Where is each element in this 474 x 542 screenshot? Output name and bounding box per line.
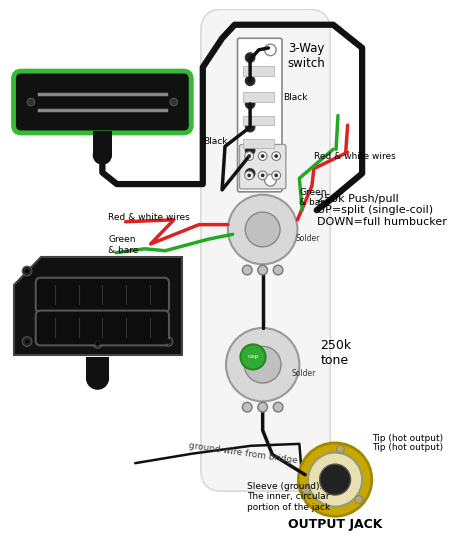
Circle shape <box>245 169 255 178</box>
Text: Red & white wires: Red & white wires <box>108 213 190 222</box>
Circle shape <box>242 265 252 275</box>
Circle shape <box>261 154 264 158</box>
Circle shape <box>240 344 265 370</box>
FancyBboxPatch shape <box>36 311 169 345</box>
Text: OUTPUT JACK: OUTPUT JACK <box>288 518 382 531</box>
Circle shape <box>247 154 251 158</box>
Circle shape <box>163 337 173 346</box>
Bar <box>86 357 109 378</box>
Circle shape <box>245 212 280 247</box>
Circle shape <box>245 152 254 160</box>
Circle shape <box>273 402 283 412</box>
Circle shape <box>337 446 344 453</box>
FancyBboxPatch shape <box>237 38 282 192</box>
Circle shape <box>258 152 267 160</box>
Text: Solder: Solder <box>292 369 316 378</box>
Text: Red & white wires: Red & white wires <box>314 152 396 161</box>
Bar <box>243 139 274 149</box>
Text: Solder: Solder <box>295 234 320 243</box>
Circle shape <box>245 76 255 86</box>
Circle shape <box>308 453 362 507</box>
Bar <box>243 66 274 76</box>
Circle shape <box>302 486 310 494</box>
Text: cap: cap <box>247 354 259 359</box>
Circle shape <box>22 337 32 346</box>
Circle shape <box>245 145 255 155</box>
Circle shape <box>258 171 267 180</box>
Polygon shape <box>14 257 182 355</box>
Circle shape <box>244 346 281 383</box>
Circle shape <box>242 402 252 412</box>
Circle shape <box>319 464 351 495</box>
Bar <box>93 131 112 155</box>
Circle shape <box>258 265 267 275</box>
Circle shape <box>245 122 255 132</box>
Circle shape <box>274 154 278 158</box>
Circle shape <box>245 99 255 109</box>
Circle shape <box>272 171 281 180</box>
Circle shape <box>228 195 297 264</box>
Circle shape <box>22 266 32 276</box>
FancyBboxPatch shape <box>36 278 169 313</box>
Circle shape <box>258 402 267 412</box>
Text: Tip (hot output): Tip (hot output) <box>372 434 443 443</box>
Text: Green
& bare: Green & bare <box>300 188 330 208</box>
Circle shape <box>355 495 363 504</box>
Circle shape <box>273 265 283 275</box>
Circle shape <box>272 152 281 160</box>
FancyBboxPatch shape <box>201 9 330 491</box>
Circle shape <box>86 366 109 390</box>
Circle shape <box>165 339 171 344</box>
Bar <box>243 115 274 125</box>
Text: ground wire from bridge: ground wire from bridge <box>188 441 299 465</box>
Text: Black: Black <box>283 93 308 102</box>
Circle shape <box>247 173 251 177</box>
Text: Sleeve (ground).
The inner, circular
portion of the jack: Sleeve (ground). The inner, circular por… <box>247 482 330 512</box>
Circle shape <box>261 173 264 177</box>
FancyBboxPatch shape <box>14 71 191 133</box>
Text: Green
& bare: Green & bare <box>108 235 138 255</box>
Circle shape <box>93 145 112 165</box>
Circle shape <box>245 53 255 62</box>
Circle shape <box>93 339 102 349</box>
Circle shape <box>226 328 300 402</box>
Circle shape <box>299 443 372 517</box>
Circle shape <box>245 171 254 180</box>
Text: 3-Way
switch: 3-Way switch <box>288 42 326 70</box>
Circle shape <box>264 44 276 56</box>
Circle shape <box>170 98 178 106</box>
Text: 250k Push/pull
UP=split (single-coil)
DOWN=full humbucker: 250k Push/pull UP=split (single-coil) DO… <box>317 193 447 227</box>
Text: Black: Black <box>203 138 228 146</box>
Circle shape <box>95 341 100 346</box>
Circle shape <box>27 98 35 106</box>
Circle shape <box>25 339 29 344</box>
FancyBboxPatch shape <box>239 145 286 189</box>
Circle shape <box>274 173 278 177</box>
Text: 250k
tone: 250k tone <box>320 339 352 367</box>
Circle shape <box>264 175 276 186</box>
Text: Tip (hot output): Tip (hot output) <box>372 443 443 451</box>
Circle shape <box>25 269 29 273</box>
Bar <box>243 92 274 102</box>
